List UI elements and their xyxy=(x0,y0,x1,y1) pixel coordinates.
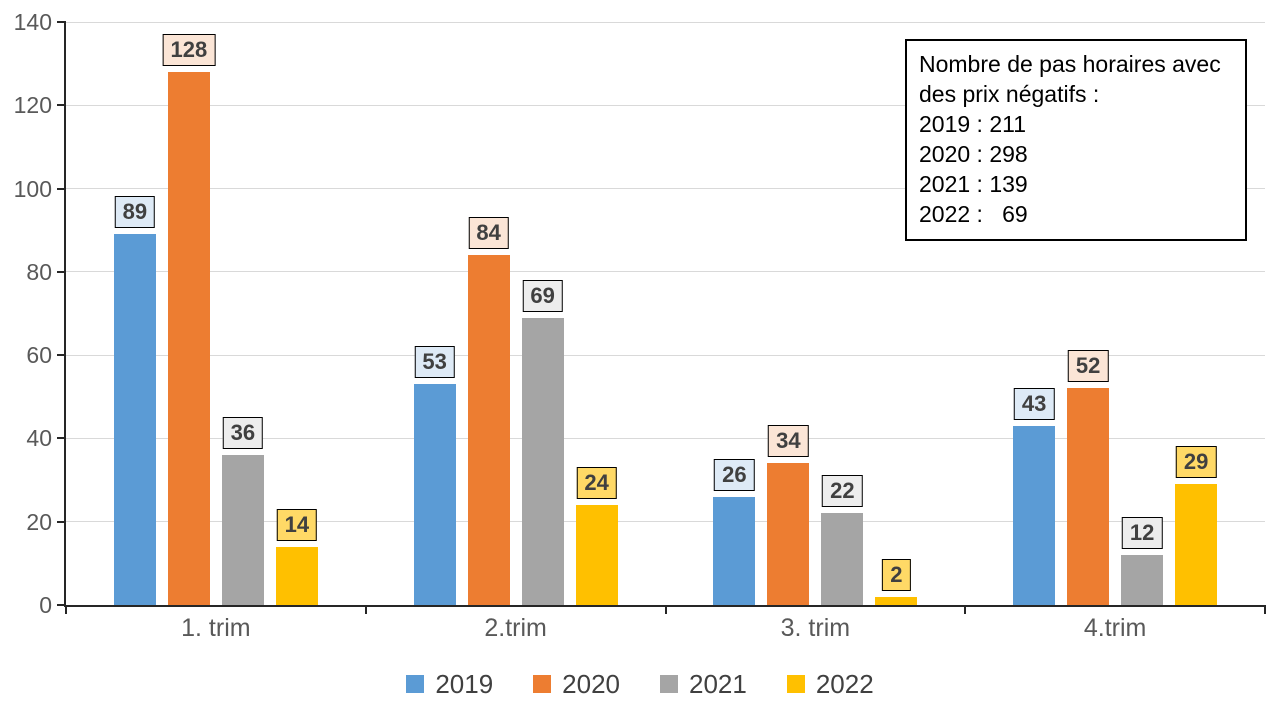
x-axis-tick xyxy=(664,605,667,614)
x-axis-tick xyxy=(65,605,67,614)
annotation-box: Nombre de pas horaires avec des prix néga… xyxy=(905,39,1247,241)
y-axis-tick xyxy=(57,270,66,273)
x-axis-tick xyxy=(364,605,367,614)
x-axis-tick xyxy=(964,605,967,614)
legend-item-2020: 2020 xyxy=(533,669,620,700)
legend-swatch xyxy=(660,675,678,693)
bar-2022 xyxy=(875,596,918,605)
legend-item-label: 2019 xyxy=(435,668,494,699)
gridline xyxy=(66,104,1265,106)
y-axis-tick xyxy=(57,21,66,23)
y-axis-tick xyxy=(57,354,66,357)
bar-2022 xyxy=(275,546,318,605)
annotation-line: 2022 : 69 xyxy=(919,201,1028,227)
bar-value-label: 69 xyxy=(522,279,563,312)
bar-2020 xyxy=(767,463,810,605)
bar-value-label: 12 xyxy=(1121,517,1163,550)
bar-2020 xyxy=(467,255,510,605)
bar-value-label: 128 xyxy=(162,33,216,66)
gridline xyxy=(66,21,1265,23)
legend-swatch xyxy=(786,675,805,693)
bar-value-label: 89 xyxy=(114,196,156,229)
gridline xyxy=(66,354,1265,356)
bar-value-label: 36 xyxy=(222,417,264,450)
bar-value-label: 22 xyxy=(822,475,863,508)
gridline xyxy=(66,271,1265,273)
legend-item-2022: 2022 xyxy=(786,668,874,700)
y-axis-tick xyxy=(57,187,66,190)
x-category-label: 1. trim xyxy=(181,614,251,642)
x-axis-tick xyxy=(1264,605,1266,614)
bar-2019 xyxy=(113,234,156,605)
bar-value-label: 29 xyxy=(1175,446,1217,479)
bar-2021 xyxy=(221,455,264,605)
bar-2019 xyxy=(413,384,456,605)
y-axis-tick xyxy=(57,437,66,440)
bar-value-label: 26 xyxy=(714,458,755,491)
bar-2021 xyxy=(821,513,864,605)
x-category-label: 4.trim xyxy=(1083,614,1147,642)
y-tick-label: 120 xyxy=(13,92,52,119)
x-category-label: 2.trim xyxy=(484,614,547,642)
bar-value-label: 24 xyxy=(576,467,617,500)
annotation-line: 2019 : 211 xyxy=(919,111,1027,137)
y-tick-label: 60 xyxy=(26,342,52,369)
legend-item-2021: 2021 xyxy=(660,669,747,700)
bar-value-label: 34 xyxy=(768,425,809,458)
legend-swatch xyxy=(533,675,552,693)
x-category-label: 3. trim xyxy=(780,614,851,642)
y-axis-tick xyxy=(57,604,66,606)
bar-2021 xyxy=(521,317,564,605)
bar-2022 xyxy=(1175,484,1218,605)
y-axis-tick xyxy=(57,520,66,523)
legend-swatch xyxy=(406,675,425,693)
y-tick-label: 80 xyxy=(26,258,52,285)
bar-value-label: 43 xyxy=(1013,387,1055,420)
bar-value-label: 84 xyxy=(468,217,509,250)
bar-2021 xyxy=(1121,555,1164,605)
y-axis-line xyxy=(64,22,66,607)
annotation-line: 2020 : 298 xyxy=(919,141,1028,167)
gridline xyxy=(66,188,1265,190)
gridline xyxy=(66,521,1265,523)
y-tick-label: 100 xyxy=(13,175,52,202)
y-tick-label: 40 xyxy=(26,425,52,452)
legend: 2019 2020 2021 2022 xyxy=(0,664,1280,704)
bar-value-label: 52 xyxy=(1067,350,1109,383)
bar-value-label: 53 xyxy=(414,346,455,379)
gridline xyxy=(66,437,1265,439)
bar-2020 xyxy=(1067,388,1110,605)
bar-value-label: 2 xyxy=(882,558,911,591)
y-axis-tick xyxy=(57,104,66,107)
bar-2022 xyxy=(575,505,618,605)
bar-value-label: 14 xyxy=(276,508,318,541)
legend-item-label: 2022 xyxy=(815,668,874,699)
y-tick-label: 140 xyxy=(13,9,52,35)
y-tick-label: 20 xyxy=(26,508,52,535)
bar-2019 xyxy=(1013,425,1056,605)
y-tick-label: 0 xyxy=(39,592,52,618)
annotation-line: des prix négatifs : xyxy=(919,81,1100,107)
legend-item-label: 2020 xyxy=(562,668,620,699)
annotation-line: 2021 : 139 xyxy=(919,171,1028,197)
legend-item-2019: 2019 xyxy=(406,669,493,700)
bar-2019 xyxy=(713,496,756,605)
bar-2020 xyxy=(167,71,210,605)
legend-item-label: 2021 xyxy=(689,668,747,699)
annotation-line: Nombre de pas horaires avec xyxy=(919,51,1221,77)
